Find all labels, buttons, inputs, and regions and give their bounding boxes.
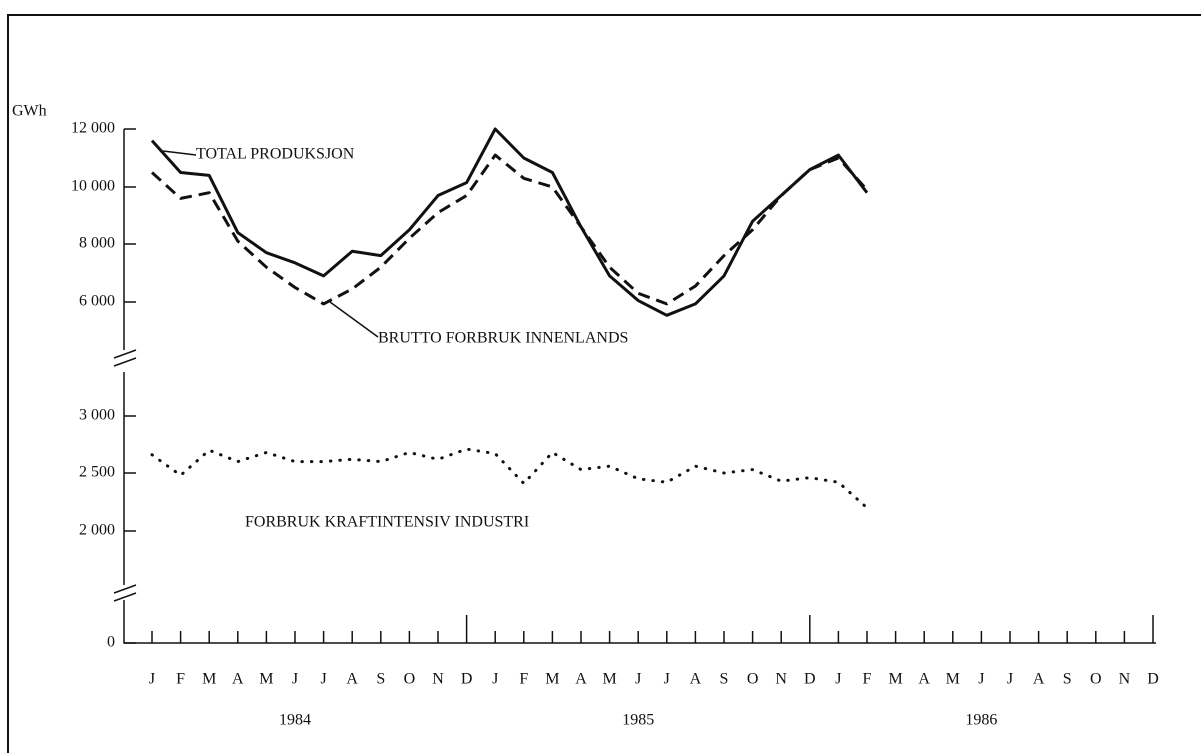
- x-tick-label: F: [176, 671, 185, 688]
- y-axis-label: GWh: [12, 103, 47, 120]
- x-tick-label: J: [320, 671, 326, 688]
- x-tick-label: S: [720, 671, 729, 688]
- x-tick-label: A: [1033, 671, 1045, 688]
- x-tick-label: D: [461, 671, 473, 688]
- x-tick-label: A: [232, 671, 244, 688]
- y-tick-label: 2 500: [79, 464, 115, 481]
- y-tick-label: 10 000: [71, 178, 115, 195]
- y-tick-label: 0: [107, 634, 115, 651]
- x-tick-label: M: [946, 671, 960, 688]
- x-tick-label: M: [202, 671, 216, 688]
- axis-break: [113, 349, 137, 602]
- x-tick-label: J: [664, 671, 670, 688]
- series-label: TOTAL PRODUKSJON: [196, 146, 355, 163]
- x-tick-label: J: [978, 671, 984, 688]
- x-tick-label: O: [1090, 671, 1102, 688]
- line-series: [150, 153, 869, 306]
- x-tick-label: A: [918, 671, 930, 688]
- x-tick-label: J: [1007, 671, 1013, 688]
- x-tick-label: N: [1119, 671, 1131, 688]
- x-tick-label: D: [804, 671, 816, 688]
- x-tick-label: M: [888, 671, 902, 688]
- x-tick-label: A: [575, 671, 587, 688]
- x-tick-label: J: [492, 671, 498, 688]
- y-tick-label: 12 000: [71, 120, 115, 137]
- y-tick-label: 8 000: [79, 235, 115, 252]
- y-tick-label: 3 000: [79, 407, 115, 424]
- y-tick-label: 6 000: [79, 293, 115, 310]
- year-label: 1984: [279, 712, 311, 729]
- year-label: 1985: [622, 712, 654, 729]
- x-tick-label: F: [863, 671, 872, 688]
- x-tick-label: M: [602, 671, 616, 688]
- series-label: BRUTTO FORBRUK INNENLANDS: [378, 330, 628, 347]
- x-tick-label: J: [149, 671, 155, 688]
- x-tick-label: N: [775, 671, 787, 688]
- x-tick-label: F: [519, 671, 528, 688]
- frame: [7, 14, 1201, 753]
- x-tick-label: A: [346, 671, 358, 688]
- leader-line: [162, 150, 197, 156]
- x-tick-label: S: [376, 671, 385, 688]
- x-tick-label: O: [404, 671, 416, 688]
- x-tick-label: O: [747, 671, 759, 688]
- axis: [123, 129, 1156, 644]
- leader-line: [329, 301, 379, 338]
- x-tick-label: J: [635, 671, 641, 688]
- x-tick-label: M: [545, 671, 559, 688]
- x-tick-label: J: [292, 671, 298, 688]
- x-tick-label: M: [259, 671, 273, 688]
- year-label: 1986: [965, 712, 997, 729]
- x-tick-label: A: [690, 671, 702, 688]
- y-tick-label: 2 000: [79, 522, 115, 539]
- x-tick-label: S: [1063, 671, 1072, 688]
- series-label: FORBRUK KRAFTINTENSIV INDUSTRI: [245, 514, 529, 531]
- line-series: [150, 447, 869, 510]
- x-tick-label: J: [835, 671, 841, 688]
- line-series: [150, 127, 869, 317]
- x-tick-label: N: [432, 671, 444, 688]
- x-tick-label: D: [1147, 671, 1159, 688]
